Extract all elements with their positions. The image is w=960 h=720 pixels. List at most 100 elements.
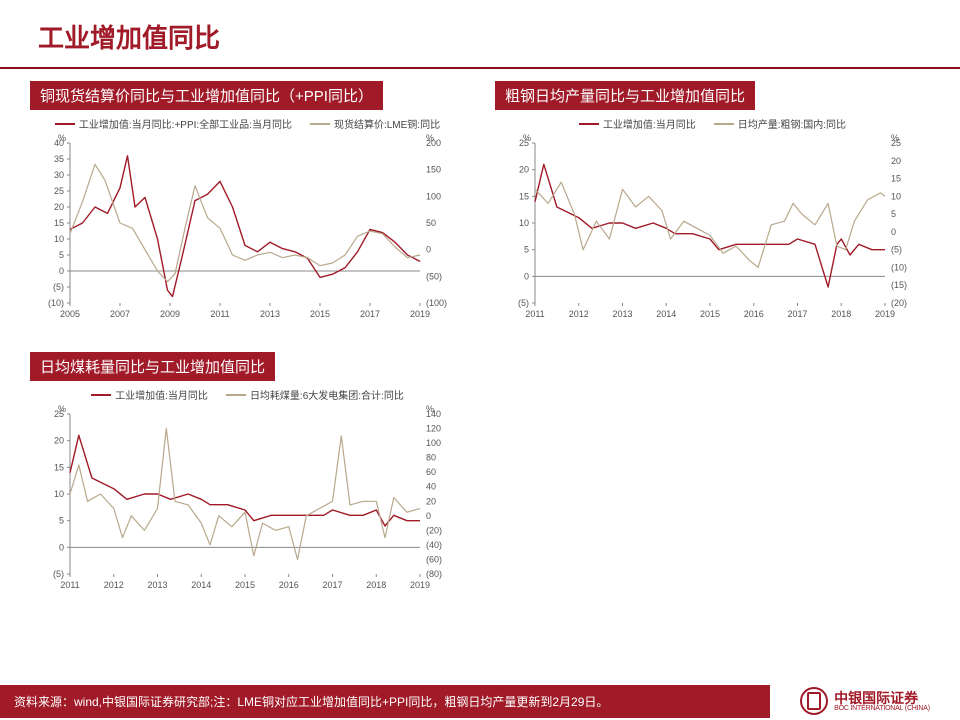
chart-copper: 工业增加值:当月同比:+PPI:全部工业品:当月同比现货结算价:LME铜:同比 … (30, 110, 465, 346)
svg-text:2016: 2016 (279, 580, 299, 590)
svg-text:150: 150 (426, 165, 441, 175)
svg-text:0: 0 (59, 542, 64, 552)
svg-text:2011: 2011 (60, 580, 79, 590)
svg-text:(50): (50) (426, 271, 442, 281)
svg-text:2014: 2014 (191, 580, 211, 590)
svg-text:(5): (5) (518, 298, 529, 308)
svg-coal: 2520151050(5)%140120100806040200(20)(40)… (30, 402, 460, 617)
svg-text:2011: 2011 (525, 309, 544, 319)
title-bar: 工业增加值同比 (0, 0, 960, 55)
svg-text:15: 15 (54, 218, 64, 228)
svg-text:(60): (60) (426, 554, 442, 564)
svg-text:50: 50 (426, 218, 436, 228)
svg-text:%: % (58, 133, 66, 143)
svg-text:2017: 2017 (787, 309, 807, 319)
svg-text:15: 15 (519, 191, 529, 201)
svg-text:2019: 2019 (875, 309, 895, 319)
svg-text:2015: 2015 (310, 309, 330, 319)
svg-text:10: 10 (891, 191, 901, 201)
svg-text:2016: 2016 (744, 309, 764, 319)
legend-swatch (714, 123, 734, 125)
svg-text:2012: 2012 (569, 309, 589, 319)
svg-text:80: 80 (426, 453, 436, 463)
svg-text:2019: 2019 (410, 580, 430, 590)
svg-text:0: 0 (426, 511, 431, 521)
svg-text:2017: 2017 (360, 309, 380, 319)
svg-text:2012: 2012 (104, 580, 124, 590)
logo-text-group: 中银国际证券 BOC INTERNATIONAL (CHINA) (834, 691, 930, 712)
svg-text:2013: 2013 (260, 309, 280, 319)
svg-text:20: 20 (54, 436, 64, 446)
svg-text:0: 0 (891, 227, 896, 237)
svg-text:2013: 2013 (612, 309, 632, 319)
panel-title-copper: 铜现货结算价同比与工业增加值同比（+PPI同比） (30, 81, 383, 110)
svg-text:30: 30 (54, 170, 64, 180)
legend-swatch (579, 123, 599, 125)
panel-title-steel: 粗钢日均产量同比与工业增加值同比 (495, 81, 755, 110)
panel-steel: 粗钢日均产量同比与工业增加值同比 工业增加值:当月同比 日均产量:粗钢:国内:同比… (495, 81, 930, 346)
chart-steel: 工业增加值:当月同比日均产量:粗钢:国内:同比 2520151050(5)%25… (495, 110, 930, 346)
legend-item: 工业增加值:当月同比:+PPI:全部工业品:当月同比 (55, 116, 292, 131)
chart-coal: 工业增加值:当月同比日均耗煤量:6大发电集团:合计:同比 2520151050(… (30, 381, 465, 617)
svg-text:(10): (10) (48, 298, 64, 308)
panel-title-coal: 日均煤耗量同比与工业增加值同比 (30, 352, 275, 381)
svg-steel: 2520151050(5)%2520151050(5)(10)(15)(20)%… (495, 131, 925, 346)
svg-text:2017: 2017 (322, 580, 342, 590)
svg-text:2018: 2018 (366, 580, 386, 590)
svg-text:15: 15 (54, 462, 64, 472)
svg-text:2015: 2015 (700, 309, 720, 319)
svg-copper: 4035302520151050(5)(10)%200150100500(50)… (30, 131, 460, 346)
svg-text:20: 20 (426, 496, 436, 506)
svg-text:%: % (426, 404, 434, 414)
legend-label: 现货结算价:LME铜:同比 (334, 116, 440, 131)
svg-text:20: 20 (519, 165, 529, 175)
svg-text:35: 35 (54, 154, 64, 164)
svg-text:40: 40 (426, 482, 436, 492)
svg-text:(5): (5) (891, 245, 902, 255)
svg-text:2014: 2014 (656, 309, 676, 319)
legend-label: 日均耗煤量:6大发电集团:合计:同比 (250, 387, 404, 402)
legend-label: 工业增加值:当月同比:+PPI:全部工业品:当月同比 (79, 116, 292, 131)
svg-text:10: 10 (54, 234, 64, 244)
svg-text:2009: 2009 (160, 309, 180, 319)
logo-sub: BOC INTERNATIONAL (CHINA) (834, 705, 930, 712)
legend-swatch (226, 394, 246, 396)
legend-swatch (91, 394, 111, 396)
legend-label: 工业增加值:当月同比 (115, 387, 208, 402)
legend-swatch (55, 123, 75, 125)
logo: 中银国际证券 BOC INTERNATIONAL (CHINA) (770, 682, 960, 720)
legend-coal: 工业增加值:当月同比 日均耗煤量:6大发电集团:合计:同比 (30, 381, 465, 402)
legend-label: 日均产量:粗钢:国内:同比 (738, 116, 846, 131)
chart-grid: 铜现货结算价同比与工业增加值同比（+PPI同比） 工业增加值:当月同比:+PPI… (0, 69, 960, 623)
svg-text:(5): (5) (53, 282, 64, 292)
svg-text:10: 10 (519, 218, 529, 228)
footer-source: 资料来源：wind,中银国际证券研究部;注：LME铜对应工业增加值同比+PPI同… (0, 685, 770, 718)
svg-text:15: 15 (891, 174, 901, 184)
svg-text:0: 0 (524, 271, 529, 281)
svg-text:10: 10 (54, 489, 64, 499)
svg-text:100: 100 (426, 191, 441, 201)
svg-text:(15): (15) (891, 280, 907, 290)
svg-text:5: 5 (891, 209, 896, 219)
panel-copper: 铜现货结算价同比与工业增加值同比（+PPI同比） 工业增加值:当月同比:+PPI… (30, 81, 465, 346)
legend-item: 工业增加值:当月同比 (579, 116, 696, 131)
legend-item: 日均产量:粗钢:国内:同比 (714, 116, 846, 131)
svg-text:%: % (891, 133, 899, 143)
svg-text:5: 5 (59, 516, 64, 526)
svg-text:60: 60 (426, 467, 436, 477)
svg-text:(20): (20) (426, 525, 442, 535)
footer: 资料来源：wind,中银国际证券研究部;注：LME铜对应工业增加值同比+PPI同… (0, 682, 960, 720)
svg-text:5: 5 (59, 250, 64, 260)
svg-text:(40): (40) (426, 540, 442, 550)
svg-text:%: % (58, 404, 66, 414)
svg-text:0: 0 (59, 266, 64, 276)
svg-text:5: 5 (524, 245, 529, 255)
svg-text:%: % (523, 133, 531, 143)
svg-text:2005: 2005 (60, 309, 80, 319)
page-title: 工业增加值同比 (38, 18, 960, 55)
svg-text:(20): (20) (891, 298, 907, 308)
legend-copper: 工业增加值:当月同比:+PPI:全部工业品:当月同比 现货结算价:LME铜:同比 (30, 110, 465, 131)
svg-text:2018: 2018 (831, 309, 851, 319)
svg-text:(100): (100) (426, 298, 447, 308)
svg-text:2011: 2011 (210, 309, 229, 319)
